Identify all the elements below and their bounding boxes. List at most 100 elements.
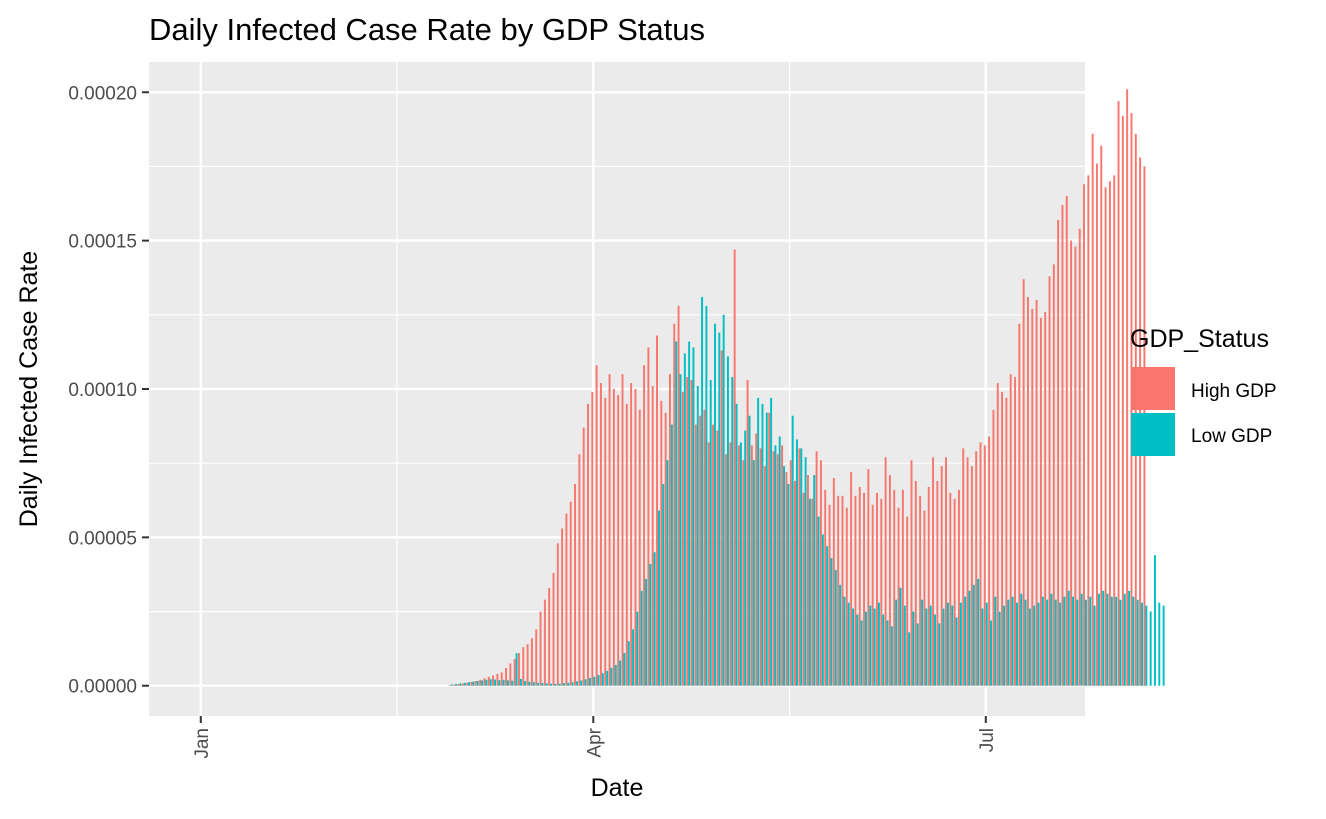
bar-high-gdp [1104, 187, 1107, 686]
bar-low-gdp [632, 629, 635, 686]
bar-low-gdp [550, 683, 553, 686]
bar-low-gdp [545, 683, 548, 686]
bar-low-gdp [1028, 608, 1031, 686]
bar-high-gdp [1083, 184, 1085, 686]
bar-low-gdp [709, 380, 712, 686]
bar-low-gdp [994, 596, 997, 686]
bar-high-gdp [453, 684, 456, 686]
bar-high-gdp [617, 394, 620, 686]
bar-low-gdp [1097, 593, 1100, 686]
bar-low-gdp [998, 611, 1001, 686]
bar-low-gdp [1072, 596, 1074, 686]
bar-low-gdp [588, 678, 591, 686]
bar-low-gdp [1024, 599, 1027, 686]
bar-high-gdp [1070, 240, 1073, 686]
bar-high-gdp [578, 454, 581, 686]
bar-low-gdp [649, 564, 652, 686]
bar-high-gdp [535, 629, 538, 686]
bar-high-gdp [513, 659, 516, 686]
bar-high-gdp [923, 510, 926, 686]
bar-low-gdp [1119, 599, 1122, 686]
bar-high-gdp [574, 483, 577, 686]
bar-low-gdp [1093, 605, 1096, 686]
bar-high-gdp [1039, 317, 1042, 686]
bar-low-gdp [839, 584, 842, 686]
bar-high-gdp [919, 495, 922, 686]
bar-low-gdp [1158, 602, 1161, 686]
bar-high-gdp [466, 682, 469, 686]
bar-low-gdp [1080, 593, 1083, 686]
bar-high-gdp [518, 653, 520, 686]
bar-high-gdp [940, 466, 943, 686]
bar-low-gdp [692, 347, 695, 686]
bar-high-gdp [798, 448, 801, 686]
bar-low-gdp [537, 682, 540, 686]
bar-high-gdp [750, 445, 753, 686]
bar-high-gdp [1087, 175, 1090, 686]
bar-high-gdp [945, 457, 947, 686]
bar-low-gdp [972, 584, 975, 686]
bar-low-gdp [981, 608, 984, 686]
bar-low-gdp [567, 682, 570, 686]
bar-high-gdp [608, 374, 611, 686]
bar-high-gdp [962, 448, 965, 686]
bar-low-gdp [597, 675, 600, 686]
bar-high-gdp [530, 638, 533, 686]
bar-low-gdp [558, 683, 561, 686]
bar-high-gdp [599, 383, 602, 686]
bar-high-gdp [1113, 175, 1116, 686]
bar-high-gdp [496, 673, 499, 686]
bar-high-gdp [819, 460, 822, 686]
bar-high-gdp [845, 507, 848, 686]
bar-low-gdp [1011, 596, 1014, 686]
bar-low-gdp [1054, 599, 1057, 686]
bar-high-gdp [901, 489, 904, 686]
bar-low-gdp [455, 683, 458, 686]
bar-low-gdp [1149, 611, 1152, 686]
bar-low-gdp [1003, 605, 1005, 686]
bar-low-gdp [951, 605, 954, 686]
bar-high-gdp [474, 680, 477, 686]
bar-low-gdp [679, 374, 682, 686]
bar-low-gdp [752, 460, 755, 686]
legend-label-high-gdp: High GDP [1191, 381, 1277, 402]
bar-low-gdp [1089, 596, 1092, 686]
bar-high-gdp [737, 445, 740, 686]
bar-low-gdp [666, 460, 669, 686]
bar-high-gdp [906, 516, 909, 686]
bar-low-gdp [1015, 602, 1018, 686]
bar-low-gdp [787, 483, 790, 686]
bar-high-gdp [712, 424, 715, 686]
bar-low-gdp [804, 457, 807, 686]
bar-low-gdp [627, 641, 630, 686]
bar-low-gdp [1046, 599, 1049, 686]
bar-high-gdp [604, 397, 607, 686]
bar-low-gdp [968, 590, 971, 686]
bar-low-gdp [515, 653, 518, 686]
bar-high-gdp [828, 504, 831, 686]
bar-low-gdp [528, 681, 531, 686]
bar-low-gdp [593, 676, 596, 686]
bar-low-gdp [813, 475, 816, 686]
bar-high-gdp [953, 498, 956, 686]
bar-low-gdp [476, 680, 479, 686]
bar-low-gdp [912, 611, 915, 686]
bar-low-gdp [722, 314, 725, 686]
bar-low-gdp [1136, 599, 1139, 686]
bar-high-gdp [1121, 116, 1124, 686]
bar-high-gdp [1126, 89, 1129, 686]
bar-low-gdp [817, 516, 820, 686]
legend-title: GDP_Status [1130, 325, 1269, 353]
bar-high-gdp [992, 409, 995, 686]
bar-high-gdp [509, 663, 512, 686]
bar-high-gdp [492, 675, 495, 686]
bar-high-gdp [746, 380, 749, 686]
bar-low-gdp [778, 436, 781, 686]
grid-lines [149, 62, 1085, 716]
bar-low-gdp [826, 546, 829, 686]
bar-high-gdp [500, 672, 503, 686]
bar-low-gdp [554, 683, 557, 686]
bar-high-gdp [656, 335, 658, 686]
bar-low-gdp [1102, 590, 1105, 686]
